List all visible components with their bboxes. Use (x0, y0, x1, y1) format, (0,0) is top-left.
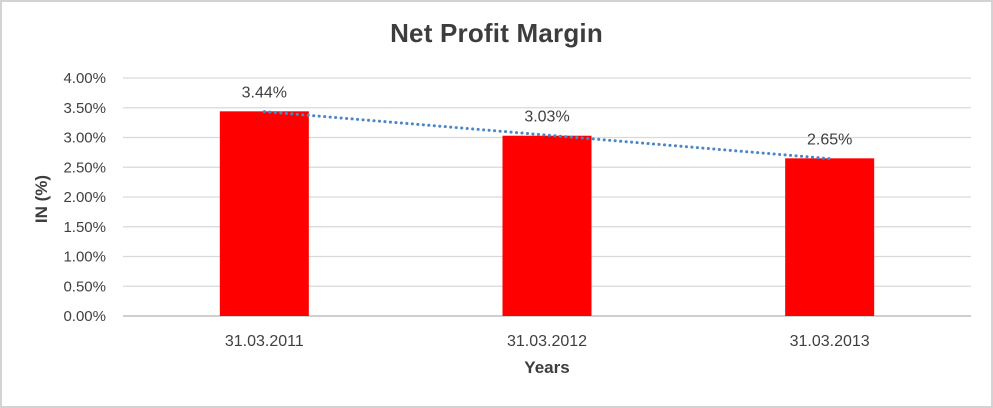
y-tick-label: 1.50% (63, 219, 106, 236)
x-axis-title: Years (524, 358, 570, 377)
y-tick-label: 4.00% (63, 70, 106, 87)
x-tick-label: 31.03.2011 (225, 333, 304, 350)
chart-title: Net Profit Margin (390, 18, 603, 48)
x-tick-label: 31.03.2013 (790, 333, 870, 350)
x-tick-label: 31.03.2012 (507, 333, 587, 350)
y-tick-label: 0.00% (63, 308, 106, 325)
bar[interactable] (502, 135, 592, 316)
bar[interactable] (785, 158, 875, 316)
y-tick-label: 1.00% (63, 249, 106, 266)
data-label: 3.44% (242, 84, 287, 101)
trendline[interactable] (262, 110, 832, 161)
y-tick-label: 2.00% (63, 189, 106, 206)
data-label: 2.65% (807, 131, 852, 148)
y-tick-label: 0.50% (63, 278, 106, 295)
y-tick-label: 2.50% (63, 159, 106, 176)
y-tick-label: 3.50% (63, 100, 106, 117)
data-label: 3.03% (524, 109, 569, 126)
bar[interactable] (219, 111, 309, 316)
y-tick-label: 3.00% (63, 130, 106, 147)
